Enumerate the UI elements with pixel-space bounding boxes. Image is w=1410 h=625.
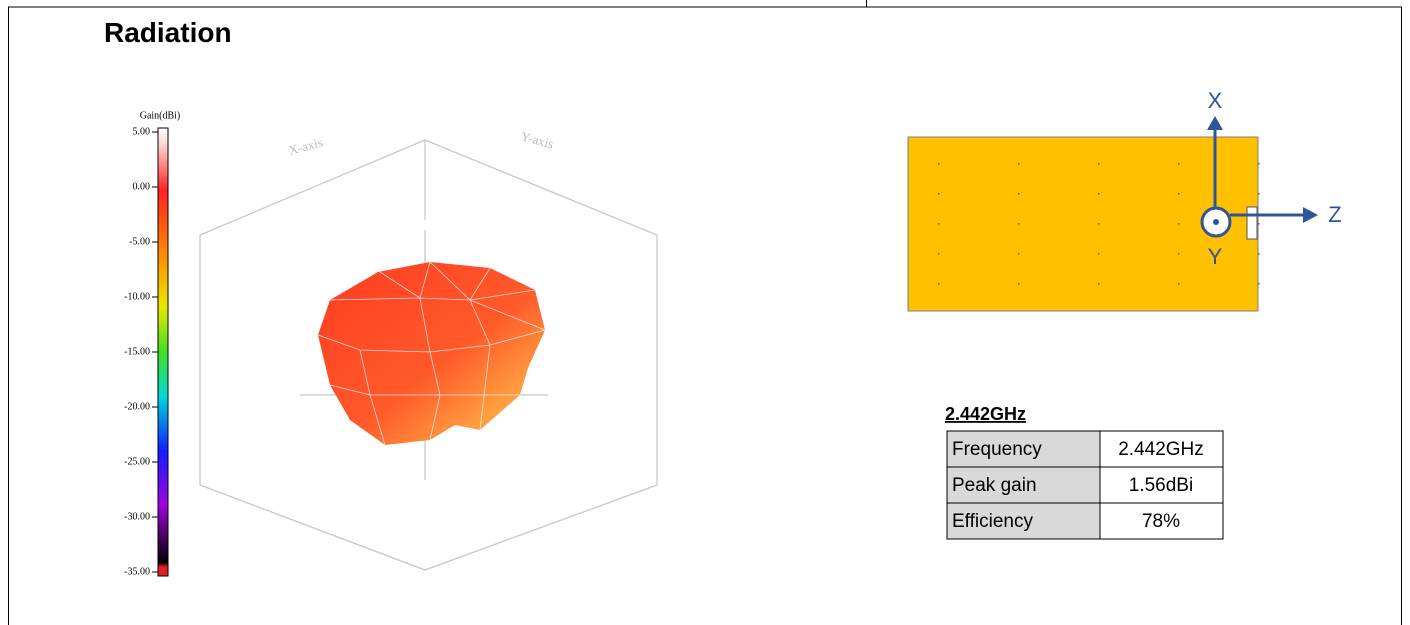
tick-label: 5.00	[133, 126, 151, 137]
colorbar-label: Gain(dBi)	[140, 110, 181, 121]
grid-dot	[1258, 193, 1260, 195]
radiation-pattern	[317, 261, 546, 446]
frame	[8, 0, 1402, 625]
cell-label: Peak gain	[952, 475, 1037, 496]
value-cell	[1099, 430, 1224, 468]
label-cell	[946, 466, 1101, 504]
grid-dot	[938, 163, 940, 165]
grid-dot	[1098, 283, 1100, 285]
grid-dot	[938, 253, 940, 255]
grid-dot	[1178, 223, 1180, 225]
grid-dot	[1018, 223, 1020, 225]
cell-label: Frequency	[952, 439, 1042, 460]
axis-label: X-axis	[287, 134, 324, 157]
grid-dot	[1178, 163, 1180, 165]
table-title: 2.442GHz	[945, 404, 1026, 424]
tick-label: -25.00	[124, 456, 150, 467]
axes-diagram	[1200, 116, 1318, 238]
board-grid	[938, 163, 1260, 285]
grid-dot	[1258, 283, 1260, 285]
value-cell	[1099, 502, 1224, 540]
cell-value: 78%	[1142, 511, 1180, 532]
label-cell	[946, 502, 1101, 540]
grid-dot	[1178, 283, 1180, 285]
tick-label: 0.00	[133, 181, 151, 192]
grid-dot	[1258, 223, 1260, 225]
cell-value: 1.56dBi	[1129, 475, 1193, 496]
grid-dot	[1098, 223, 1100, 225]
title: Radiation	[104, 17, 232, 48]
cell-label: Efficiency	[952, 511, 1033, 532]
cell-value: 2.442GHz	[1118, 439, 1204, 460]
axis-x: X	[1208, 88, 1223, 113]
grid-dot	[1098, 253, 1100, 255]
grid-dot	[1098, 193, 1100, 195]
grid-dot	[1258, 253, 1260, 255]
tick-label: -20.00	[124, 401, 150, 412]
tick-label: -5.00	[129, 236, 150, 247]
grid-dot	[1098, 163, 1100, 165]
grid-dot	[938, 193, 940, 195]
value-cell	[1099, 466, 1224, 504]
tick-label: -10.00	[124, 291, 150, 302]
grid-dot	[1258, 163, 1260, 165]
grid-dot	[1178, 253, 1180, 255]
grid-dot	[1018, 253, 1020, 255]
tick-label: -35.00	[124, 566, 150, 577]
axis-z: Z	[1328, 202, 1341, 227]
grid-dot	[1018, 163, 1020, 165]
table: Frequency 2.442GHz Peak gain 1.56dBi Efficie…	[946, 430, 1224, 540]
grid-dot	[1018, 193, 1020, 195]
grid-dot	[938, 283, 940, 285]
antenna	[1246, 206, 1258, 240]
grid-dot	[1018, 283, 1020, 285]
colorbar	[157, 127, 169, 577]
axis-label: Y-axis	[519, 128, 555, 151]
grid-dot	[938, 223, 940, 225]
colorbar-ticks: 5.00 0.00 -5.00 -10.00 -15.00 -20.00 -25.00 -30…	[124, 126, 158, 577]
tick-label: -30.00	[124, 511, 150, 522]
board	[907, 136, 1259, 312]
tick-label: -15.00	[124, 346, 150, 357]
axis-y: Y	[1208, 244, 1223, 269]
grid-dot	[1178, 193, 1180, 195]
